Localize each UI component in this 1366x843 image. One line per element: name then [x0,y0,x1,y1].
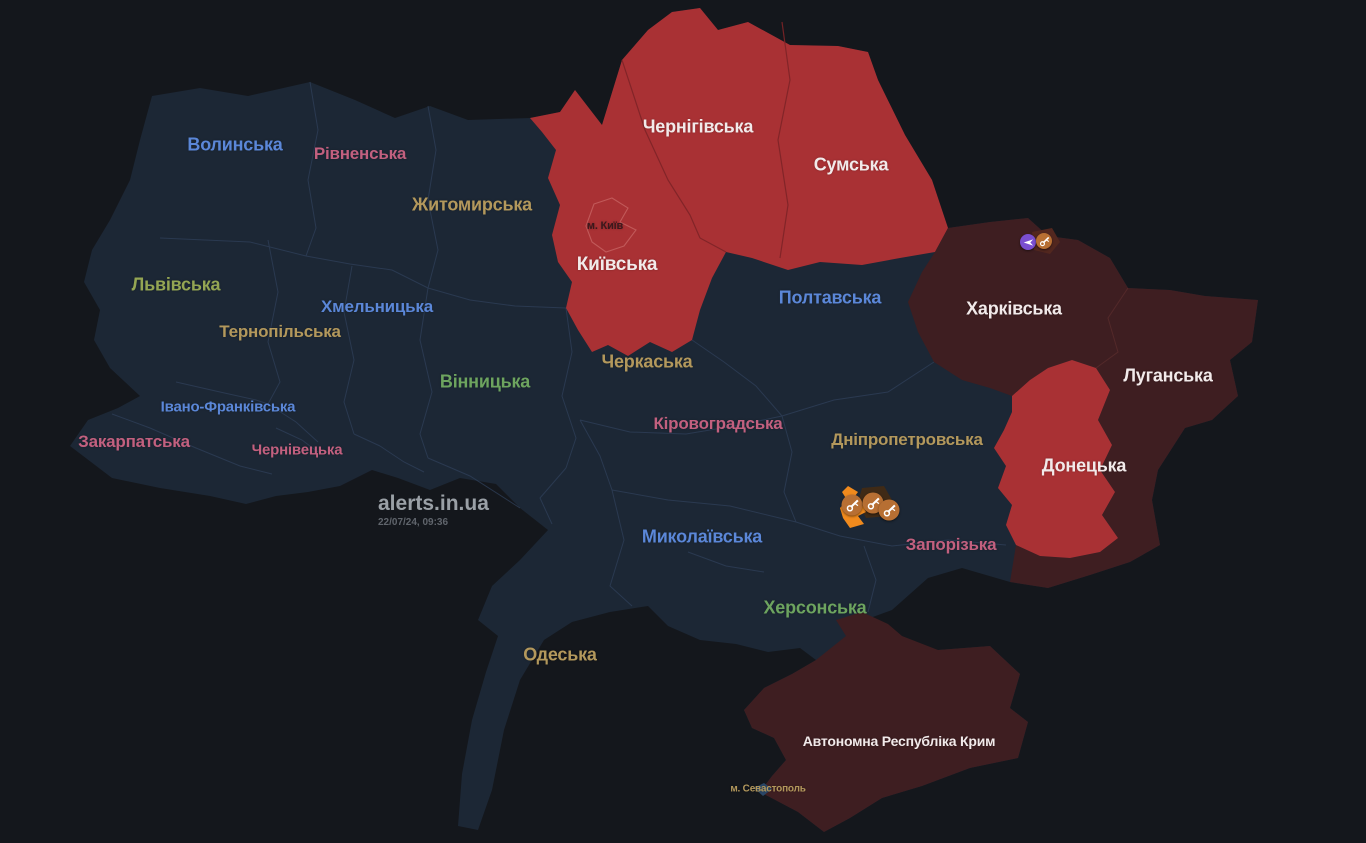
watermark: alerts.in.ua 22/07/24, 09:36 [378,492,489,528]
region-kharkiv-occupied[interactable] [908,218,1128,396]
kharkiv-artillery-marker[interactable] [1036,233,1052,249]
kharkiv-luhansk-border [1095,287,1129,369]
kharkiv-uav-marker[interactable] [1020,234,1036,250]
alert-oblast-borders [621,21,791,259]
region-donetsk-alert[interactable] [994,360,1118,558]
region-kyiv-chernihiv-sumy-alert[interactable] [530,8,948,356]
oblast-borders [111,81,1007,613]
region-luhansk-donetsk-occupied[interactable] [1010,288,1258,588]
dnipro-artillery-3-marker[interactable] [878,499,900,521]
watermark-title: alerts.in.ua [378,492,489,515]
sevastopol-city-shape[interactable] [754,783,772,796]
dnipro-artillery-1-marker[interactable] [841,494,863,516]
region-country-silhouette[interactable] [70,8,1258,832]
region-crimea-occupied[interactable] [744,612,1028,832]
dnipro-artillery-2-marker[interactable] [862,492,884,514]
kyiv-city-boundary[interactable] [585,197,637,253]
watermark-timestamp: 22/07/24, 09:36 [378,517,449,528]
